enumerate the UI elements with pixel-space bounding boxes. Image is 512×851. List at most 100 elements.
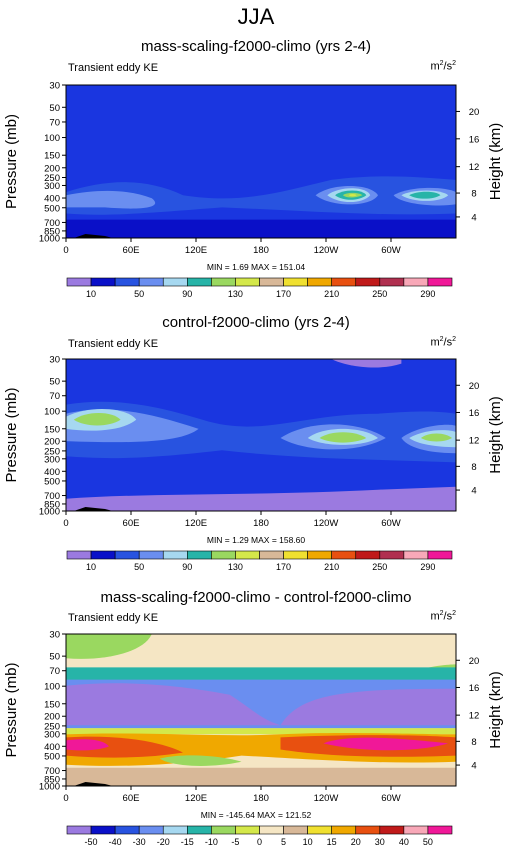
panel-1-x-tick-label: 180 xyxy=(253,245,269,256)
panel-1-y-tick-label: 300 xyxy=(44,181,60,192)
panel-3-y-axis-title: Pressure (mb) xyxy=(3,662,20,757)
panel-1-colorbar-box xyxy=(259,277,284,287)
panel-3-x-tick-label: 180 xyxy=(253,793,269,804)
panel-3-min-max: MIN = -145.64 MAX = 121.52 xyxy=(200,810,312,820)
panel-3-contour-region-4 xyxy=(66,683,456,726)
panel-1-contour-region-1 xyxy=(66,190,156,209)
panel-1-x-tick-label: 120E xyxy=(185,245,207,256)
panel-1-colorbar-box xyxy=(379,277,405,287)
panel-1-right-axis-title: Height (km) xyxy=(487,123,504,201)
panel-3-colorbar-label: 5 xyxy=(281,837,286,847)
panel-3-colorbar-label: 40 xyxy=(399,837,409,847)
panel-1-y-axis-title: Pressure (mb) xyxy=(3,114,20,209)
panel-3-colorbar-box xyxy=(307,825,332,835)
panel-1-contour-region-7 xyxy=(409,191,441,199)
panel-2-y-tick-label: 150 xyxy=(44,424,60,435)
panel-3-colorbar-label: -10 xyxy=(205,837,218,847)
panel-1-y-tick-label: 70 xyxy=(49,117,60,128)
panel-1-height-tick-label: 8 xyxy=(471,189,476,200)
panel-1-colorbar-box xyxy=(403,277,429,287)
panel-1-y-tick-label: 250 xyxy=(44,173,60,184)
panel-1-x-tick-label: 120W xyxy=(314,245,339,256)
panel-3-colorbar-box xyxy=(90,825,116,835)
panel-3-right-axis-title: Height (km) xyxy=(487,671,504,749)
panel-1-colorbar-box xyxy=(90,277,116,287)
panel-2-colorbar-box xyxy=(187,550,212,560)
panel-1-colorbar-label: 90 xyxy=(182,289,192,299)
panel-3-colorbar-box xyxy=(379,825,405,835)
panel-2-colorbar-box xyxy=(403,550,429,560)
panel-3-colorbar-box xyxy=(66,825,92,835)
panel-3-y-tick-label: 50 xyxy=(49,652,60,663)
panel-3-colorbar-label: 10 xyxy=(303,837,313,847)
panel-3-contour-region-5 xyxy=(66,728,456,735)
panel-2-y-axis-title: Pressure (mb) xyxy=(3,387,20,482)
panel-3-height-tick-label: 8 xyxy=(471,737,476,748)
panel-2-colorbar-box xyxy=(138,550,164,560)
panel-2-colorbar-box xyxy=(379,550,405,560)
panel-2-y-tick-label: 30 xyxy=(49,355,60,366)
panel-2-contour-region-0 xyxy=(331,359,402,368)
panel-2-min-max: MIN = 1.29 MAX = 158.60 xyxy=(206,535,306,545)
panel-2-colorbar-label: 170 xyxy=(276,562,291,572)
panel-3-title: mass-scaling-f2000-climo - control-f2000… xyxy=(100,589,412,606)
panel-1-colorbar-label: 290 xyxy=(420,289,435,299)
panel-3-contour-region-9 xyxy=(66,739,109,751)
panel-2-colorbar-box xyxy=(427,550,453,560)
panel-1-height-tick-label: 20 xyxy=(469,107,480,118)
panel-3-y-tick-label: 300 xyxy=(44,729,60,740)
panel-3-colorbar-box xyxy=(187,825,212,835)
panel-2-contour-region-11 xyxy=(420,433,453,442)
panel-1-y-tick-label: 1000 xyxy=(39,234,60,245)
panel-1-height-tick-label: 12 xyxy=(469,162,480,173)
panel-3-contour-region-10 xyxy=(323,737,449,751)
panel-3-x-tick-label: 60E xyxy=(123,793,140,804)
panel-3-colorbar: -50 -40 -30 -20 -15 -10 -5 0 5 10 15 20 30 40 50 xyxy=(66,825,453,847)
panel-2-contour-plot: 0 60E 120E 180 120W 60W3050701001502002503004… xyxy=(3,355,504,573)
panel-1-variable-label: Transient eddy KE xyxy=(68,62,159,74)
panel-2-y-tick-label: 300 xyxy=(44,454,60,465)
panel-3-x-tick-label: 120W xyxy=(314,793,339,804)
panel-1-contour-region-0 xyxy=(66,176,456,215)
panel-3-colorbar-label: -50 xyxy=(85,837,98,847)
panel-2-right-axis-title: Height (km) xyxy=(487,396,504,474)
panel-1-colorbar-box xyxy=(66,277,92,287)
panel-3-contour-plot: 0 60E 120E 180 120W 60W3050701001502002503004… xyxy=(3,630,504,848)
panel-3-colorbar-box xyxy=(211,825,236,835)
panel-2-units: m2/s2 xyxy=(430,336,456,349)
panel-2-contour-region-2 xyxy=(66,401,456,463)
panel-1-colorbar-box xyxy=(307,277,332,287)
panel-3-units: m2/s2 xyxy=(430,610,456,623)
panel-2-y-tick-label: 50 xyxy=(49,377,60,388)
panel-1-colorbar-box xyxy=(331,277,357,287)
panel-2-topography xyxy=(73,507,113,511)
panel-2-colorbar-box xyxy=(66,550,92,560)
panel-2-colorbar-label: 250 xyxy=(372,562,387,572)
panel-1-y-tick-label: 50 xyxy=(49,103,60,114)
panel-3-y-tick-label: 200 xyxy=(44,712,60,723)
panel-2-colorbar-label: 290 xyxy=(420,562,435,572)
panel-3-y-tick-label: 30 xyxy=(49,630,60,641)
panel-3-colorbar-box xyxy=(114,825,140,835)
panel-2-height-tick-label: 4 xyxy=(471,486,476,497)
panel-3-colorbar-label: -30 xyxy=(133,837,146,847)
panel-2-height-tick-label: 12 xyxy=(469,436,480,447)
panel-1-colorbar-box xyxy=(283,277,308,287)
panel-2-colorbar-box xyxy=(90,550,116,560)
panel-2-colorbar-box xyxy=(114,550,140,560)
panel-3-colorbar-box xyxy=(283,825,308,835)
panel-1-contour-plot: 0 60E 120E 180 120W 60W3050701001502002503004… xyxy=(3,81,504,300)
panel-1-colorbar-box xyxy=(138,277,164,287)
panel-1-y-tick-label: 500 xyxy=(44,203,60,214)
panel-1-topography xyxy=(73,234,113,238)
panel-2-colorbar-box xyxy=(235,550,260,560)
panel-2-x-tick-label: 60E xyxy=(123,518,140,529)
panel-3-colorbar-label: 50 xyxy=(423,837,433,847)
panel-2-height-tick-label: 16 xyxy=(469,408,480,419)
panel-2-colorbar-label: 90 xyxy=(182,562,192,572)
panel-2-y-tick-label: 700 xyxy=(44,491,60,502)
panel-2-y-tick-label: 400 xyxy=(44,467,60,478)
panel-2-height-tick-label: 20 xyxy=(469,381,480,392)
panel-1-height-tick-label: 16 xyxy=(469,134,480,145)
